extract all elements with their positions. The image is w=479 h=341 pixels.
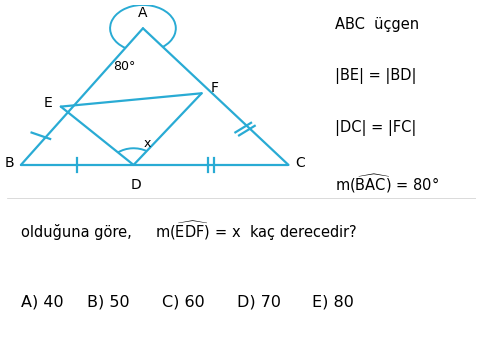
Text: A: A [138,6,148,20]
Text: F: F [211,81,219,95]
Text: E: E [44,96,52,110]
Text: |DC| = |FC|: |DC| = |FC| [335,120,417,136]
Text: E) 80: E) 80 [312,294,354,309]
Text: 80°: 80° [113,60,136,73]
Text: m($\widehat{\mathrm{BAC}}$) = 80°: m($\widehat{\mathrm{BAC}}$) = 80° [335,172,439,195]
Text: x: x [144,137,151,150]
Text: |BE| = |BD|: |BE| = |BD| [335,68,417,84]
Text: A) 40: A) 40 [21,294,64,309]
Text: olduğuna göre,: olduğuna göre, [21,224,132,240]
Text: m($\widehat{\mathrm{EDF}}$) = x  kaç derecedir?: m($\widehat{\mathrm{EDF}}$) = x kaç dere… [155,220,357,243]
Text: B) 50: B) 50 [87,294,129,309]
Text: ABC  üçgen: ABC üçgen [335,17,420,32]
Text: D: D [131,178,141,192]
Text: D) 70: D) 70 [237,294,281,309]
Text: B: B [4,156,14,170]
Text: C) 60: C) 60 [162,294,205,309]
Text: C: C [296,156,305,170]
